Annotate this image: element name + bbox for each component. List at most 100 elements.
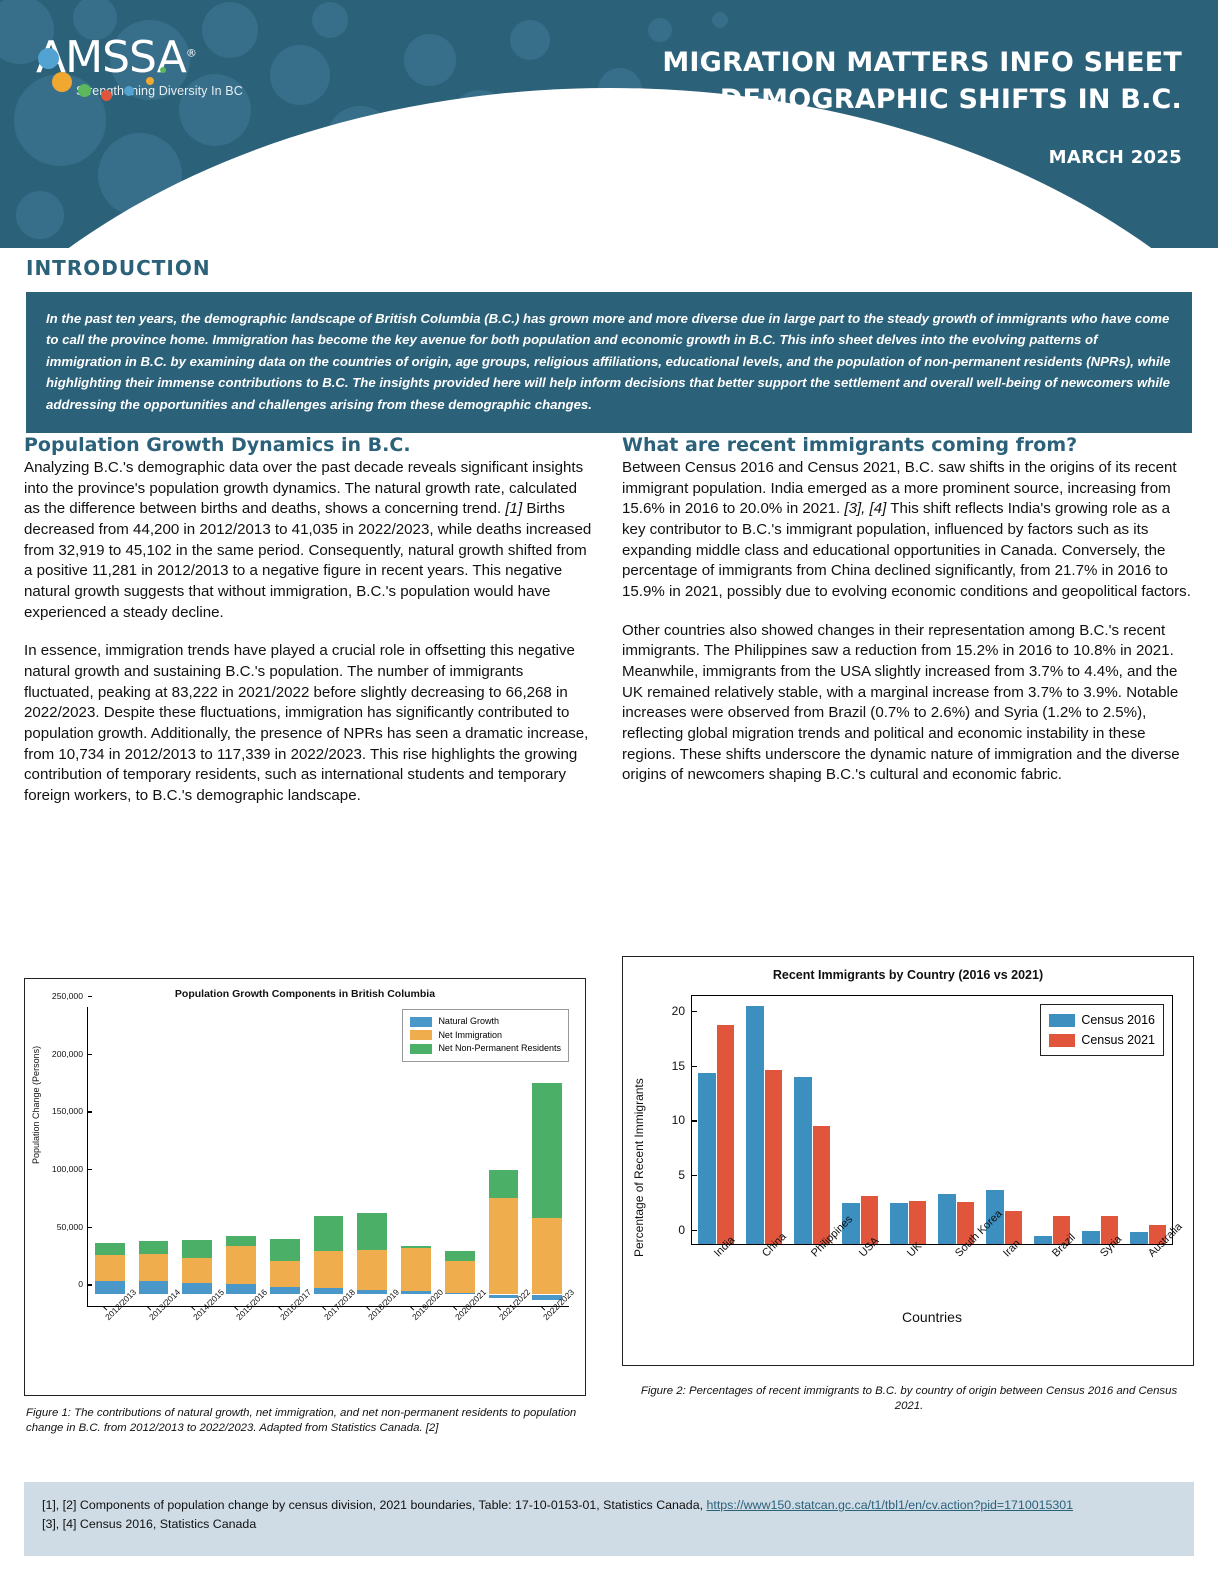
figure-1-bar-group (307, 1007, 351, 1306)
figure-1-y-tick: 50,000 (57, 1222, 93, 1232)
figure-1-bar-segment (182, 1257, 213, 1284)
figure-2-bar-group (1028, 996, 1076, 1244)
bubble-red (101, 90, 112, 101)
bubble-orange-small (146, 77, 154, 85)
reference-1-text: [1], [2] Components of population change… (42, 1498, 707, 1512)
figure-2-bar-group (932, 996, 980, 1244)
figure-2-bar (1148, 1225, 1166, 1244)
right-column-paragraph-1: Between Census 2016 and Census 2021, B.C… (622, 458, 1194, 603)
figure-1-y-tick: 200,000 (52, 1049, 93, 1059)
figure-2-bar (908, 1201, 926, 1244)
figure-1-x-tick: 2021/2022 (481, 1287, 532, 1367)
legend-color-swatch (1049, 1033, 1076, 1047)
figure-1-bar-segment (94, 1242, 125, 1256)
figure-1-y-tick: 0 (78, 1279, 92, 1289)
figure-1-y-tick: 250,000 (52, 991, 93, 1001)
figure-2-legend-item: Census 2016 (1049, 1010, 1155, 1030)
figure-2-x-tick: Iran (980, 1238, 1028, 1307)
figure-2-x-tick: China (739, 1231, 789, 1307)
statcan-link[interactable]: https://www150.statcan.gc.ca/t1/tbl1/en/… (706, 1498, 1074, 1512)
references-footer: [1], [2] Components of population change… (24, 1482, 1194, 1556)
figure-1-bars (88, 1007, 569, 1306)
figure-1-legend: Natural Growth Net Immigration Net Non-Per… (402, 1009, 569, 1062)
bubble-green-small (160, 67, 166, 73)
figure-2-bar (1004, 1211, 1022, 1244)
legend-label: Census 2021 (1081, 1033, 1155, 1047)
figure-2-x-tick: USA (836, 1235, 884, 1307)
figure-1-x-tick: 2022/2023 (525, 1287, 576, 1367)
figure-1-bar-segment (94, 1281, 125, 1295)
figure-1-legend-item: Net Immigration (410, 1029, 561, 1043)
figure-1-bar-segment (138, 1281, 169, 1295)
page-title-line1: MIGRATION MATTERS INFO SHEET (662, 47, 1182, 78)
figure-2-bar (1034, 1236, 1052, 1244)
legend-label: Net Immigration (438, 1029, 502, 1040)
figure-1-bar-segment (138, 1241, 169, 1255)
figure-1-y-tick: 150,000 (52, 1106, 93, 1116)
figure-1-x-tick: 2015/2016 (218, 1287, 269, 1367)
figure-2-x-tick: Syria (1077, 1233, 1125, 1307)
content-columns: Population Growth Dynamics in B.C. Analy… (24, 434, 1194, 807)
bubble-blue-small (124, 86, 134, 96)
figure-2-bar (746, 1006, 764, 1244)
figure-1-bar-segment (488, 1198, 519, 1295)
figure-1-x-tick: 2014/2015 (175, 1287, 226, 1367)
amssa-logo: AMSSA® Strengthening Diversity In BC (36, 36, 243, 116)
figure-1-x-tick: 2020/2021 (438, 1287, 488, 1367)
figure-1-caption: Figure 1: The contributions of natural g… (26, 1407, 577, 1435)
reference-line-1: [1], [2] Components of population change… (42, 1496, 1176, 1515)
figure-2-bar (938, 1193, 956, 1244)
figure-1-bar-segment (488, 1169, 519, 1199)
figure-2-bar (716, 1024, 734, 1244)
figure-1-bar-segment (94, 1255, 125, 1282)
publication-date: MARCH 2025 (1048, 146, 1182, 168)
figure-1-bar-stack (401, 1246, 431, 1295)
figure-2-bar-group (740, 996, 788, 1244)
figure-2-x-axis-label: Countries (902, 1309, 962, 1325)
figure-2-bar-group (980, 996, 1028, 1244)
figure-1-bar-segment (444, 1293, 475, 1295)
figure-2-bar (764, 1069, 782, 1244)
figure-1-x-tick: 2017/2018 (306, 1287, 357, 1367)
figure-1-bar-stack (182, 1240, 213, 1295)
figure-1-bar-group (132, 1007, 176, 1306)
header-title-block: MIGRATION MATTERS INFO SHEET DEMOGRAPHIC… (662, 44, 1182, 168)
figure-2-x-tick: Philippines (787, 1213, 855, 1307)
figure-1-bar-segment (182, 1283, 213, 1295)
legend-label: Census 2016 (1081, 1013, 1155, 1027)
figure-1-x-tick: 2018/2019 (350, 1287, 401, 1367)
figure-1-bar-segment (226, 1283, 256, 1295)
logo-bubbles (36, 48, 243, 116)
figure-1-bar-segment (269, 1261, 300, 1287)
introduction-section: INTRODUCTION In the past ten years, the … (26, 256, 1192, 433)
figure-2-bar-group (884, 996, 932, 1244)
bubble-green (78, 84, 91, 97)
bubble-blue-large (38, 48, 59, 69)
figure-1-bar-stack (138, 1241, 169, 1295)
figure-2-y-axis-label: Percentage of Recent Immigrants (632, 1078, 646, 1257)
figure-1-bar-segment (226, 1236, 256, 1247)
figure-1-bar-segment (357, 1213, 388, 1250)
figure-1-bar-group (525, 1007, 569, 1306)
rc-p1-citation: [3], [4] (844, 500, 887, 518)
figure-1-bar-segment (532, 1218, 563, 1295)
figure-1-bar-segment-negative (532, 1295, 563, 1301)
right-column-heading: What are recent immigrants coming from? (622, 434, 1078, 456)
legend-label: Net Non-Permanent Residents (438, 1043, 561, 1053)
left-column-paragraph-2: In essence, immigration trends have play… (24, 642, 589, 805)
introduction-body: In the past ten years, the demographic l… (26, 292, 1192, 433)
left-column: Population Growth Dynamics in B.C. Analy… (24, 434, 596, 807)
figure-1-x-tick: 2016/2017 (262, 1287, 313, 1367)
figure-2-x-tick: Brazil (1028, 1232, 1078, 1307)
left-column-paragraph-1: Analyzing B.C.'s demographic data over t… (24, 458, 596, 623)
figure-1-bar-stack (269, 1239, 300, 1295)
figure-1-bar-segment (182, 1240, 213, 1258)
bubble-orange-large (52, 72, 72, 92)
figure-2-bar (812, 1125, 830, 1244)
figure-2-bar (890, 1203, 908, 1244)
page-title-line2: DEMOGRAPHIC SHIFTS IN B.C. (719, 84, 1182, 116)
legend-color-swatch (410, 1016, 433, 1027)
legend-label: Natural Growth (438, 1016, 499, 1026)
figure-2-legend-item: Census 2021 (1049, 1030, 1155, 1050)
rc-p1-part-a: Between Census 2016 and Census 2021, B.C… (622, 459, 1177, 518)
